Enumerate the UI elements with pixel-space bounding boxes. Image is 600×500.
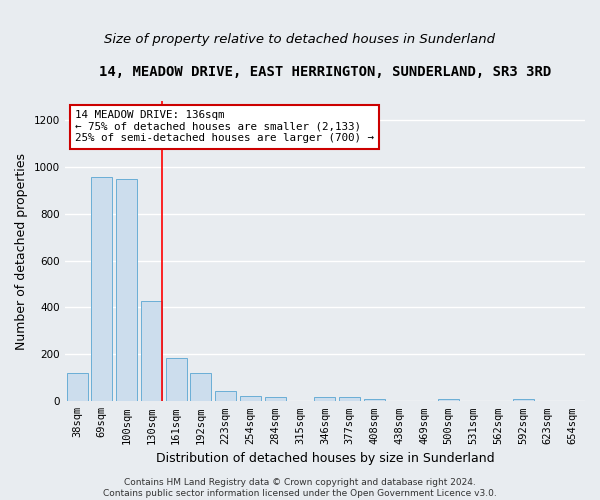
Title: 14, MEADOW DRIVE, EAST HERRINGTON, SUNDERLAND, SR3 3RD: 14, MEADOW DRIVE, EAST HERRINGTON, SUNDE… [99,65,551,79]
Bar [141,301,162,402]
Bar [438,399,459,402]
Bar [190,373,211,402]
Bar [116,179,137,402]
Bar [512,399,533,402]
Bar [166,358,187,402]
Bar [265,396,286,402]
Bar [364,399,385,402]
Bar [215,390,236,402]
Text: Size of property relative to detached houses in Sunderland: Size of property relative to detached ho… [104,32,496,46]
Bar [67,373,88,402]
Bar [240,396,261,402]
Bar [339,397,360,402]
Text: 14 MEADOW DRIVE: 136sqm
← 75% of detached houses are smaller (2,133)
25% of semi: 14 MEADOW DRIVE: 136sqm ← 75% of detache… [75,110,374,143]
Bar [91,177,112,402]
Text: Contains HM Land Registry data © Crown copyright and database right 2024.
Contai: Contains HM Land Registry data © Crown c… [103,478,497,498]
X-axis label: Distribution of detached houses by size in Sunderland: Distribution of detached houses by size … [155,452,494,465]
Y-axis label: Number of detached properties: Number of detached properties [15,152,28,350]
Bar [314,397,335,402]
